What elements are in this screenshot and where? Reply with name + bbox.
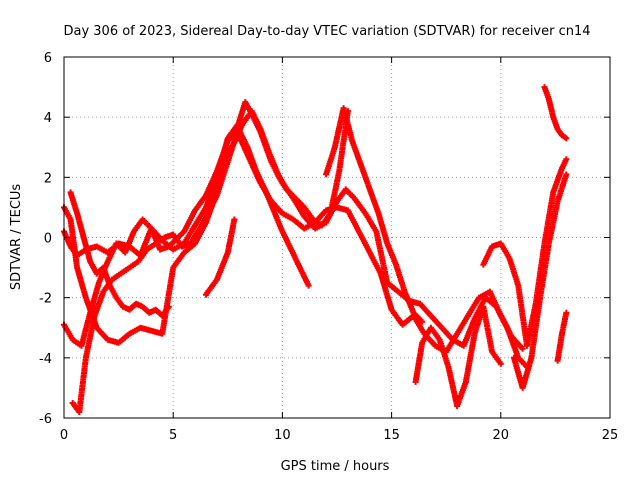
series-sat-l (554, 309, 570, 364)
y-axis-label: SDTVAR / TECUs (9, 184, 24, 291)
y-tick-label: 0 (44, 232, 52, 247)
x-tick-label: 5 (169, 428, 177, 443)
series-markers (480, 156, 570, 349)
series-markers (323, 105, 426, 325)
series-markers (67, 189, 172, 319)
y-tick-label: -2 (39, 292, 52, 307)
series-markers (412, 303, 504, 409)
x-tick-label: 15 (383, 428, 400, 443)
series-sat-k (541, 84, 570, 142)
x-tick-label: 0 (60, 428, 68, 443)
y-tick-label: 4 (44, 111, 52, 126)
data-series (61, 84, 570, 415)
series-markers (69, 108, 351, 415)
y-tick-label: 2 (44, 171, 52, 186)
x-tick-label: 25 (602, 428, 619, 443)
axis-ticks: 0 5 10 15 20 25 -6 -4 -2 0 2 4 6 (39, 51, 618, 443)
chart-title: Day 306 of 2023, Sidereal Day-to-day VTE… (63, 24, 590, 39)
y-tick-label: -4 (39, 352, 52, 367)
series-sat-i (480, 156, 570, 349)
y-tick-label: 6 (44, 51, 52, 66)
series-sat-f (203, 216, 238, 298)
series-markers (554, 309, 570, 364)
x-tick-label: 10 (274, 428, 291, 443)
series-sat-g (323, 105, 426, 325)
series-sat-j (510, 171, 570, 391)
y-tick-label: -6 (39, 412, 52, 427)
series-markers (203, 216, 238, 298)
series-markers (510, 171, 570, 391)
series-markers (541, 84, 570, 142)
x-tick-label: 20 (493, 428, 510, 443)
series-sat-e (67, 189, 172, 319)
x-axis-label: GPS time / hours (281, 459, 390, 474)
series-sat-h (412, 303, 504, 409)
series-sat-d (69, 108, 351, 415)
